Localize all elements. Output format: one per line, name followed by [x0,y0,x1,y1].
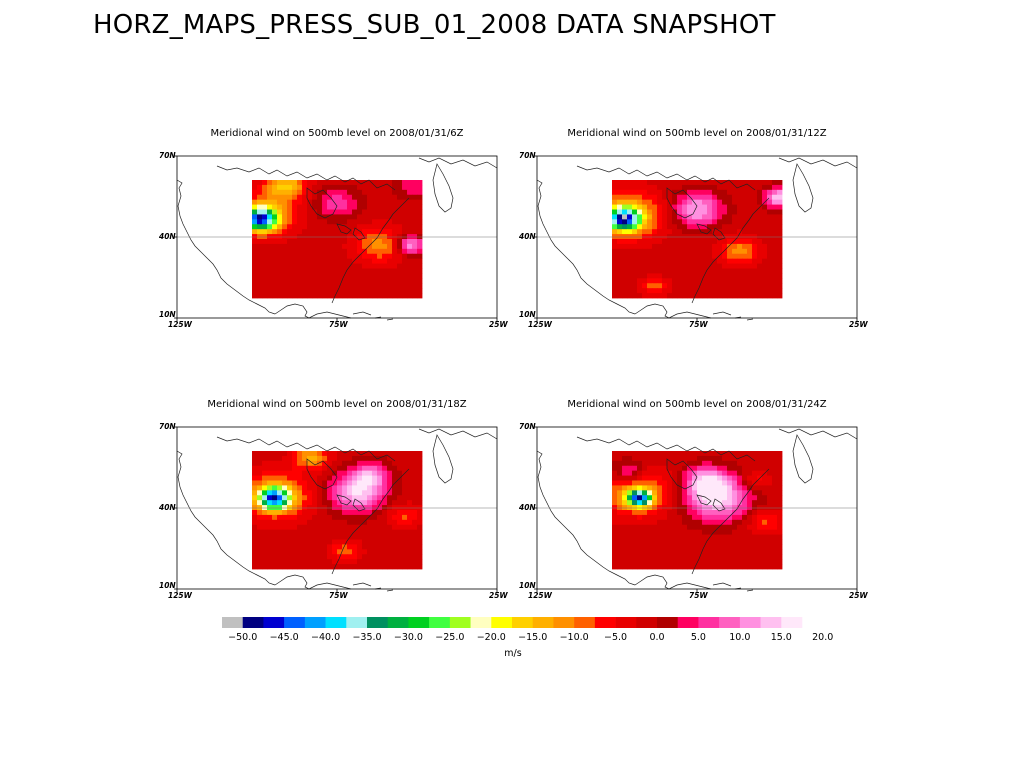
wind-field [252,180,423,299]
colorbar-swatch [677,617,699,628]
colorbar-swatch [636,617,658,628]
lat-label-10n: 10N [159,581,176,590]
colorbar-swatch [346,617,368,628]
colorbar-tick-label: 15.0 [770,632,792,643]
map-plot [534,155,858,321]
lat-label-70n: 70N [159,422,176,431]
colorbar-swatch [512,617,534,628]
panel-title: Meridional wind on 500mb level on 2008/0… [567,399,827,410]
map-plot [534,426,858,592]
colorbar-tick-label: −50.0 [228,632,258,643]
panel-title: Meridional wind on 500mb level on 2008/0… [567,128,827,139]
coastlines [176,157,498,321]
panel-title: Meridional wind on 500mb level on 2008/0… [210,128,464,139]
colorbar-swatch [657,617,679,628]
lon-label-75w: 75W [689,320,708,329]
map-panel-18z: Meridional wind on 500mb level on 2008/0… [157,399,517,614]
colorbar-swatch [760,617,782,628]
colorbar-swatch [304,617,326,628]
map-panel-12z: Meridional wind on 500mb level on 2008/0… [517,128,877,343]
wind-field [612,180,783,299]
coastlines [536,428,858,592]
colorbar-swatch [615,617,637,628]
colorbar-tick-label: −10.0 [559,632,589,643]
colorbar-swatch [284,617,306,628]
colorbar-units: m/s [504,648,522,659]
colorbar-tick-label: 5.0 [690,632,706,643]
colorbar-swatch [242,617,264,628]
lon-label-25w: 25W [849,320,868,329]
colorbar-swatch [470,617,492,628]
colorbar-swatch [719,617,741,628]
colorbar-tick-label: 10.0 [729,632,751,643]
colorbar-swatch [532,617,554,628]
map-panel-24z: Meridional wind on 500mb level on 2008/0… [517,399,877,614]
colorbar-tick-label: 20.0 [812,632,834,643]
colorbar-swatch [387,617,409,628]
colorbar-tick-label: −40.0 [311,632,341,643]
colorbar-tick-label: −5.0 [604,632,628,643]
lat-label-10n: 10N [159,310,176,319]
lon-label-25w: 25W [849,591,868,600]
colorbar-swatch [739,617,761,628]
lon-label-125w: 125W [528,591,552,600]
colorbar-tick-label: 0.0 [649,632,665,643]
map-plot [174,155,498,321]
colorbar-tick-label: −35.0 [352,632,382,643]
colorbar-swatch [263,617,285,628]
colorbar-tick-label: −25.0 [435,632,465,643]
lat-label-10n: 10N [519,310,536,319]
coastlines [176,428,498,592]
lon-label-25w: 25W [489,591,508,600]
lon-label-75w: 75W [329,591,348,600]
map-panel-6z: Meridional wind on 500mb level on 2008/0… [157,128,517,343]
colorbar-tick-label: −45.0 [269,632,299,643]
colorbar-swatch [574,617,596,628]
colorbar-tick-label: −30.0 [393,632,423,643]
colorbar-swatch [781,617,803,628]
colorbar-swatch [367,617,389,628]
colorbar-swatch [222,617,244,628]
lat-label-70n: 70N [519,151,536,160]
lat-label-10n: 10N [519,581,536,590]
lon-label-75w: 75W [689,591,708,600]
lat-label-70n: 70N [519,422,536,431]
colorbar-swatch [449,617,471,628]
lon-label-75w: 75W [329,320,348,329]
lon-label-125w: 125W [168,591,192,600]
map-plot [174,426,498,592]
colorbar-tick-label: −15.0 [518,632,548,643]
lat-label-40n: 40N [159,503,176,512]
coastlines [536,157,858,321]
colorbar-swatch [325,617,347,628]
lon-label-25w: 25W [489,320,508,329]
colorbar-swatch [698,617,720,628]
lon-label-125w: 125W [168,320,192,329]
colorbar-swatch [553,617,575,628]
lat-label-40n: 40N [519,503,536,512]
panel-title: Meridional wind on 500mb level on 2008/0… [207,399,467,410]
wind-field [612,451,783,570]
lat-label-40n: 40N [519,232,536,241]
colorbar-swatch [429,617,451,628]
colorbar-swatch [408,617,430,628]
colorbar-swatch [594,617,616,628]
slide-title: HORZ_MAPS_PRESS_SUB_01_2008 DATA SNAPSHO… [93,10,776,40]
lat-label-70n: 70N [159,151,176,160]
colorbar-tick-label: −20.0 [476,632,506,643]
lat-label-40n: 40N [159,232,176,241]
wind-field [252,451,423,570]
colorbar-swatch [491,617,513,628]
lon-label-125w: 125W [528,320,552,329]
